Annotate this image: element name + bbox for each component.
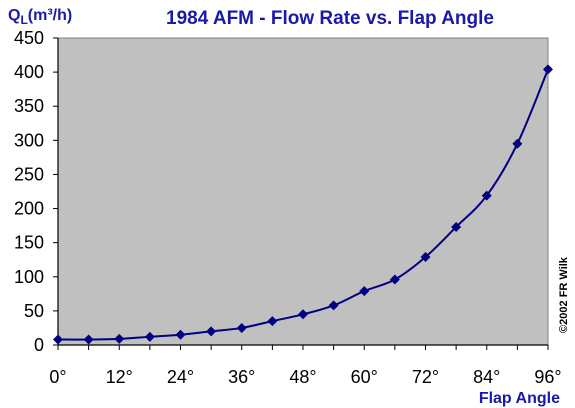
data-point-marker bbox=[144, 331, 155, 342]
y-axis-label: QL(m³/h) bbox=[8, 7, 72, 27]
x-tick-label: 84° bbox=[473, 367, 500, 387]
copyright-text: ©2002 FR Wilk bbox=[558, 256, 570, 333]
data-point-marker bbox=[359, 286, 370, 297]
x-axis-label: Flap Angle bbox=[479, 390, 560, 407]
data-point-marker bbox=[236, 322, 247, 333]
series-markers bbox=[53, 64, 553, 345]
data-point-marker bbox=[451, 221, 462, 232]
data-point-marker bbox=[328, 300, 339, 311]
x-tick-label: 0° bbox=[49, 367, 66, 387]
y-tick-label: 0 bbox=[34, 335, 44, 355]
y-tick-label: 450 bbox=[14, 28, 44, 48]
x-tick-label: 72° bbox=[412, 367, 439, 387]
x-tick-label: 12° bbox=[106, 367, 133, 387]
x-tick-label: 96° bbox=[534, 367, 561, 387]
y-tick-label: 250 bbox=[14, 164, 44, 184]
plot-area bbox=[57, 37, 549, 346]
data-point-marker bbox=[53, 334, 63, 345]
y-axis-label-subscript: L bbox=[20, 13, 27, 27]
y-tick-label: 400 bbox=[14, 62, 44, 82]
data-point-marker bbox=[267, 316, 278, 327]
y-axis: 0 50 100 150 200 250 300 350 400 450 bbox=[14, 28, 59, 355]
x-axis: 0° 12° 24° 36° 48° 60° 72° 84° 96° bbox=[49, 344, 562, 387]
data-point-marker bbox=[175, 329, 186, 340]
y-axis-label-unit: (m³/h) bbox=[28, 7, 72, 24]
data-point-marker bbox=[298, 309, 308, 320]
data-point-marker bbox=[420, 251, 431, 262]
y-tick-label: 300 bbox=[14, 130, 44, 150]
data-point-marker bbox=[114, 333, 125, 344]
y-tick-label: 150 bbox=[14, 233, 44, 253]
y-tick-label: 100 bbox=[14, 267, 44, 287]
data-point-marker bbox=[83, 334, 94, 345]
data-point-marker bbox=[512, 138, 523, 149]
data-point-marker bbox=[543, 64, 553, 75]
x-tick-label: 36° bbox=[228, 367, 255, 387]
y-tick-label: 350 bbox=[14, 96, 44, 116]
data-point-marker bbox=[481, 190, 492, 201]
y-axis-label-symbol: Q bbox=[8, 7, 20, 24]
y-tick-label: 200 bbox=[14, 199, 44, 219]
data-point-marker bbox=[389, 274, 400, 285]
chart-title: 1984 AFM - Flow Rate vs. Flap Angle bbox=[166, 8, 494, 29]
y-tick-label: 50 bbox=[24, 301, 44, 321]
x-tick-label: 60° bbox=[351, 367, 378, 387]
x-tick-label: 48° bbox=[289, 367, 316, 387]
data-point-marker bbox=[206, 326, 217, 337]
x-tick-label: 24° bbox=[167, 367, 194, 387]
